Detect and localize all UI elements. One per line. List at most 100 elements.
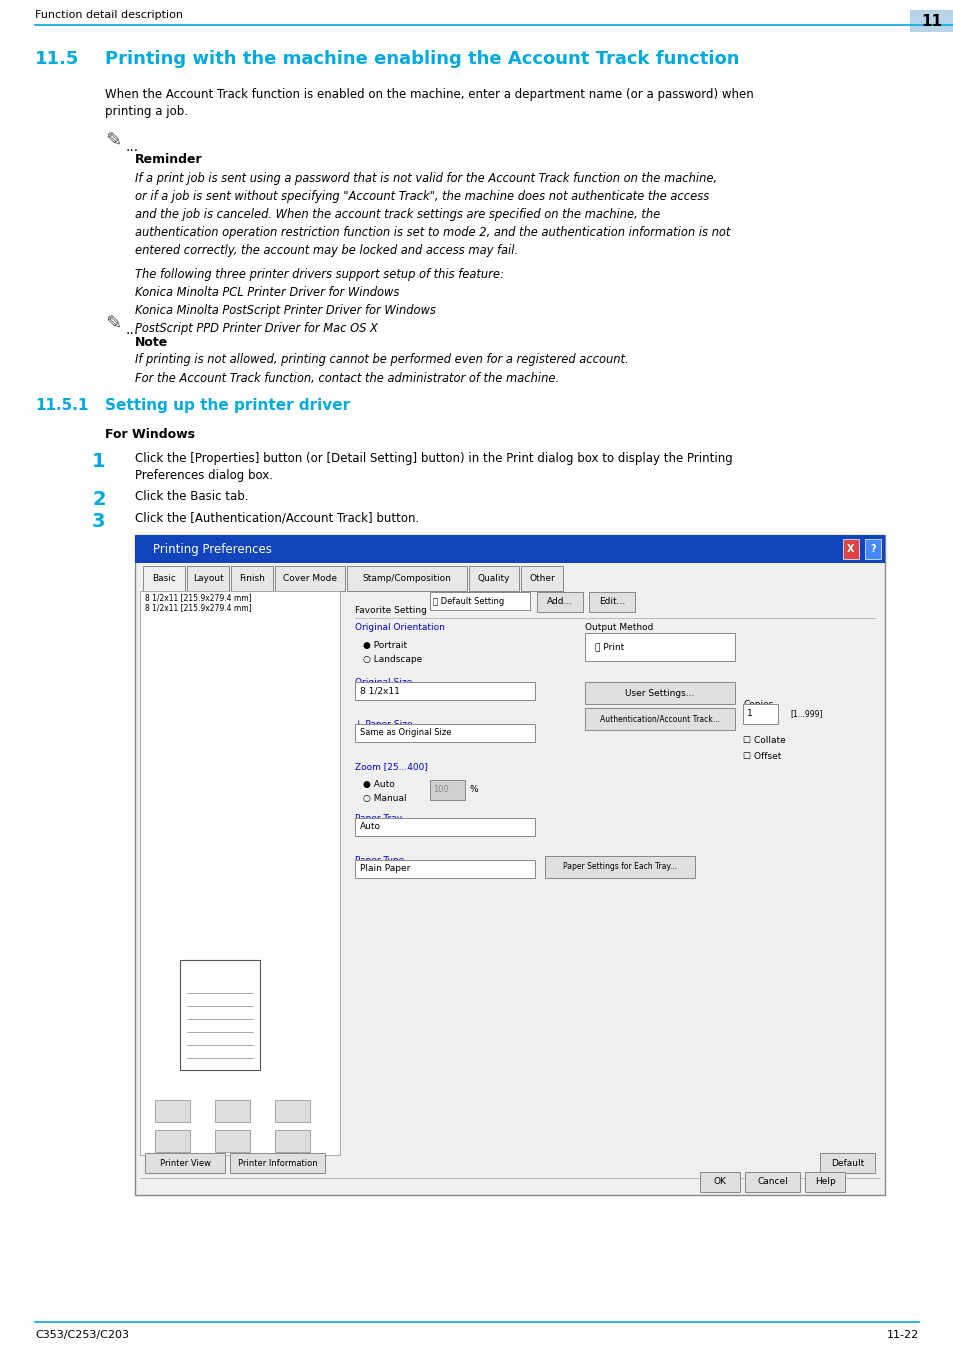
FancyBboxPatch shape bbox=[230, 1153, 325, 1173]
Text: 3: 3 bbox=[91, 512, 106, 531]
FancyBboxPatch shape bbox=[742, 703, 778, 724]
Text: Output Method: Output Method bbox=[584, 622, 653, 632]
Text: Finish: Finish bbox=[239, 574, 265, 583]
Text: ● Auto: ● Auto bbox=[363, 780, 395, 788]
Text: Printing with the machine enabling the Account Track function: Printing with the machine enabling the A… bbox=[105, 50, 739, 68]
Text: [1...999]: [1...999] bbox=[789, 710, 821, 718]
Text: Default: Default bbox=[830, 1158, 863, 1168]
Text: Stamp/Composition: Stamp/Composition bbox=[362, 574, 451, 583]
Text: If a print job is sent using a password that is not valid for the Account Track : If a print job is sent using a password … bbox=[135, 171, 730, 256]
FancyBboxPatch shape bbox=[140, 591, 339, 1156]
Text: Setting up the printer driver: Setting up the printer driver bbox=[105, 398, 350, 413]
Text: 2: 2 bbox=[91, 490, 106, 509]
Text: Help: Help bbox=[814, 1177, 835, 1187]
Text: User Settings...: User Settings... bbox=[624, 688, 694, 698]
Text: Paper Settings for Each Tray...: Paper Settings for Each Tray... bbox=[562, 863, 677, 872]
FancyBboxPatch shape bbox=[700, 1172, 740, 1192]
Text: ✎: ✎ bbox=[105, 315, 121, 333]
FancyBboxPatch shape bbox=[544, 856, 695, 878]
FancyBboxPatch shape bbox=[274, 1100, 310, 1122]
FancyBboxPatch shape bbox=[355, 682, 535, 701]
Text: Printer View: Printer View bbox=[159, 1158, 211, 1168]
Text: ☐ Collate: ☐ Collate bbox=[742, 736, 785, 745]
FancyBboxPatch shape bbox=[214, 1130, 250, 1152]
Text: 11.5: 11.5 bbox=[35, 50, 79, 68]
Text: Reminder: Reminder bbox=[135, 153, 202, 166]
Text: 100: 100 bbox=[433, 786, 448, 795]
FancyBboxPatch shape bbox=[347, 566, 467, 591]
FancyBboxPatch shape bbox=[430, 780, 464, 801]
Text: Zoom [25...400]: Zoom [25...400] bbox=[355, 761, 428, 771]
Text: Cancel: Cancel bbox=[757, 1177, 787, 1187]
Text: ○ Landscape: ○ Landscape bbox=[363, 655, 422, 664]
FancyBboxPatch shape bbox=[355, 724, 535, 742]
FancyBboxPatch shape bbox=[154, 1100, 190, 1122]
Text: ...: ... bbox=[125, 323, 138, 338]
Text: ...: ... bbox=[125, 140, 138, 154]
Text: Click the [Authentication/Account Track] button.: Click the [Authentication/Account Track]… bbox=[135, 512, 418, 525]
FancyBboxPatch shape bbox=[820, 1153, 874, 1173]
FancyBboxPatch shape bbox=[135, 535, 884, 1195]
Text: The following three printer drivers support setup of this feature:
Konica Minolt: The following three printer drivers supp… bbox=[135, 269, 503, 335]
Text: 1: 1 bbox=[746, 710, 752, 718]
FancyBboxPatch shape bbox=[584, 682, 734, 703]
Text: 11: 11 bbox=[921, 14, 942, 28]
Text: Click the [Properties] button (or [Detail Setting] button) in the Print dialog b: Click the [Properties] button (or [Detai… bbox=[135, 452, 732, 482]
Text: X: X bbox=[846, 544, 854, 554]
Text: %: % bbox=[470, 786, 478, 795]
FancyBboxPatch shape bbox=[214, 1100, 250, 1122]
Text: Add...: Add... bbox=[546, 598, 573, 606]
FancyBboxPatch shape bbox=[180, 960, 260, 1071]
Text: Edit...: Edit... bbox=[598, 598, 624, 606]
Text: Favorite Setting: Favorite Setting bbox=[355, 606, 426, 616]
Text: When the Account Track function is enabled on the machine, enter a department na: When the Account Track function is enabl… bbox=[105, 88, 753, 117]
FancyBboxPatch shape bbox=[909, 9, 953, 32]
Text: Plain Paper: Plain Paper bbox=[359, 864, 410, 873]
FancyBboxPatch shape bbox=[154, 1130, 190, 1152]
FancyBboxPatch shape bbox=[355, 818, 535, 836]
Text: 🖨 Print: 🖨 Print bbox=[595, 643, 623, 652]
Text: 11-22: 11-22 bbox=[886, 1330, 918, 1341]
Text: Copies: Copies bbox=[742, 701, 773, 709]
FancyBboxPatch shape bbox=[864, 539, 880, 559]
Text: For the Account Track function, contact the administrator of the machine.: For the Account Track function, contact … bbox=[135, 373, 558, 385]
Text: Layout: Layout bbox=[193, 574, 223, 583]
Text: ● Portrait: ● Portrait bbox=[363, 641, 407, 649]
FancyBboxPatch shape bbox=[584, 707, 734, 730]
Text: Paper Type: Paper Type bbox=[355, 856, 404, 865]
FancyBboxPatch shape bbox=[537, 593, 582, 612]
FancyBboxPatch shape bbox=[231, 566, 273, 591]
Text: 11.5.1: 11.5.1 bbox=[35, 398, 89, 413]
Text: ✎: ✎ bbox=[105, 132, 121, 151]
Text: Other: Other bbox=[529, 574, 555, 583]
Text: Note: Note bbox=[135, 336, 168, 350]
Text: 1: 1 bbox=[91, 452, 106, 471]
FancyBboxPatch shape bbox=[842, 539, 858, 559]
Text: C353/C253/C203: C353/C253/C203 bbox=[35, 1330, 129, 1341]
Text: Click the Basic tab.: Click the Basic tab. bbox=[135, 490, 248, 504]
Text: ○ Manual: ○ Manual bbox=[363, 794, 406, 803]
Text: Paper Tray: Paper Tray bbox=[355, 814, 402, 824]
Text: Basic: Basic bbox=[152, 574, 175, 583]
Text: ↓ Paper Size: ↓ Paper Size bbox=[355, 720, 413, 729]
Text: Printer Information: Printer Information bbox=[237, 1158, 317, 1168]
FancyBboxPatch shape bbox=[135, 535, 884, 563]
FancyBboxPatch shape bbox=[804, 1172, 844, 1192]
Text: For Windows: For Windows bbox=[105, 428, 194, 441]
Text: Function detail description: Function detail description bbox=[35, 9, 183, 20]
Text: Original Size: Original Size bbox=[355, 678, 412, 687]
FancyBboxPatch shape bbox=[274, 566, 345, 591]
FancyBboxPatch shape bbox=[520, 566, 562, 591]
Text: Printing Preferences: Printing Preferences bbox=[152, 543, 272, 555]
Text: Quality: Quality bbox=[477, 574, 510, 583]
Text: Auto: Auto bbox=[359, 822, 380, 832]
Text: OK: OK bbox=[713, 1177, 725, 1187]
FancyBboxPatch shape bbox=[145, 1153, 225, 1173]
FancyBboxPatch shape bbox=[584, 633, 734, 662]
FancyBboxPatch shape bbox=[430, 593, 530, 610]
Text: Original Orientation: Original Orientation bbox=[355, 622, 444, 632]
Text: Same as Original Size: Same as Original Size bbox=[359, 729, 451, 737]
FancyBboxPatch shape bbox=[274, 1130, 310, 1152]
Text: Authentication/Account Track...: Authentication/Account Track... bbox=[599, 714, 720, 724]
FancyBboxPatch shape bbox=[469, 566, 518, 591]
